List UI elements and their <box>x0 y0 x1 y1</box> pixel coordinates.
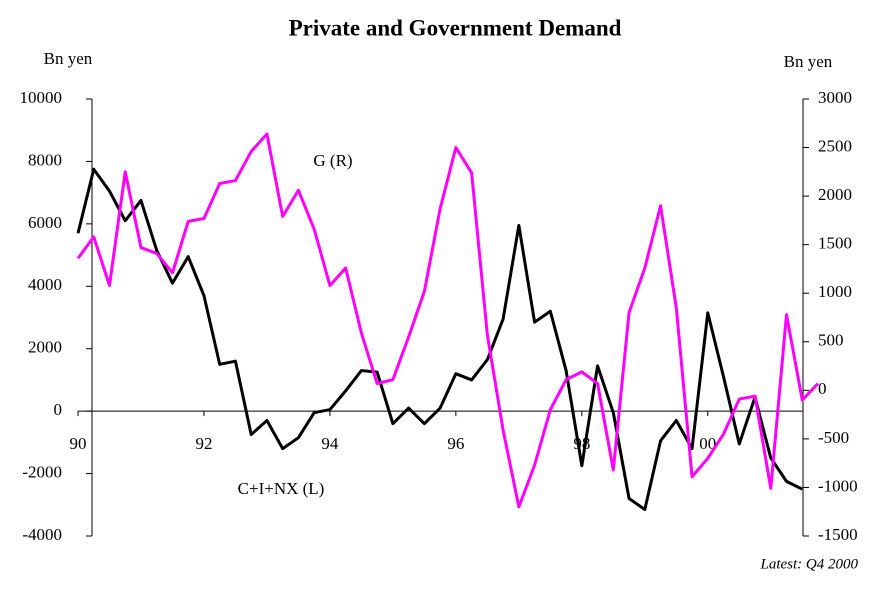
y2-tick-label: 0 <box>818 379 827 398</box>
x-tick-label: 00 <box>699 434 716 453</box>
y2-tick-label: 3000 <box>818 88 852 107</box>
y2-axis-label: Bn yen <box>784 52 833 71</box>
y2-tick-label: 2000 <box>818 185 852 204</box>
annotation: G (R) <box>313 151 352 170</box>
y2-tick-label: 500 <box>818 331 844 350</box>
x-tick-label: 92 <box>195 434 212 453</box>
y-tick-label: 10000 <box>20 88 63 107</box>
y-tick-label: 6000 <box>28 213 62 232</box>
y2-tick-label: 1500 <box>818 234 852 253</box>
y-tick-label: 0 <box>54 400 63 419</box>
note: Latest: Q4 2000 <box>760 556 859 572</box>
y2-tick-label: -1000 <box>818 476 858 495</box>
y-tick-label: 8000 <box>28 150 62 169</box>
chart-title: Private and Government Demand <box>289 15 622 40</box>
y2-tick-label: 2500 <box>818 136 852 155</box>
y-tick-label: 2000 <box>28 338 62 357</box>
x-tick-label: 90 <box>70 434 87 453</box>
y2-tick-label: -1500 <box>818 525 858 544</box>
y2-tick-label: 1000 <box>818 282 852 301</box>
annotation: C+I+NX (L) <box>238 479 325 498</box>
y-tick-label: -2000 <box>22 462 62 481</box>
y-tick-label: -4000 <box>22 525 62 544</box>
data-line <box>76 132 820 509</box>
data-line <box>76 167 803 511</box>
x-tick-label: 96 <box>447 434 464 453</box>
x-tick-label: 94 <box>321 434 339 453</box>
y-tick-label: 4000 <box>28 275 62 294</box>
y-axis-label: Bn yen <box>44 49 93 68</box>
y2-tick-label: -500 <box>818 428 849 447</box>
